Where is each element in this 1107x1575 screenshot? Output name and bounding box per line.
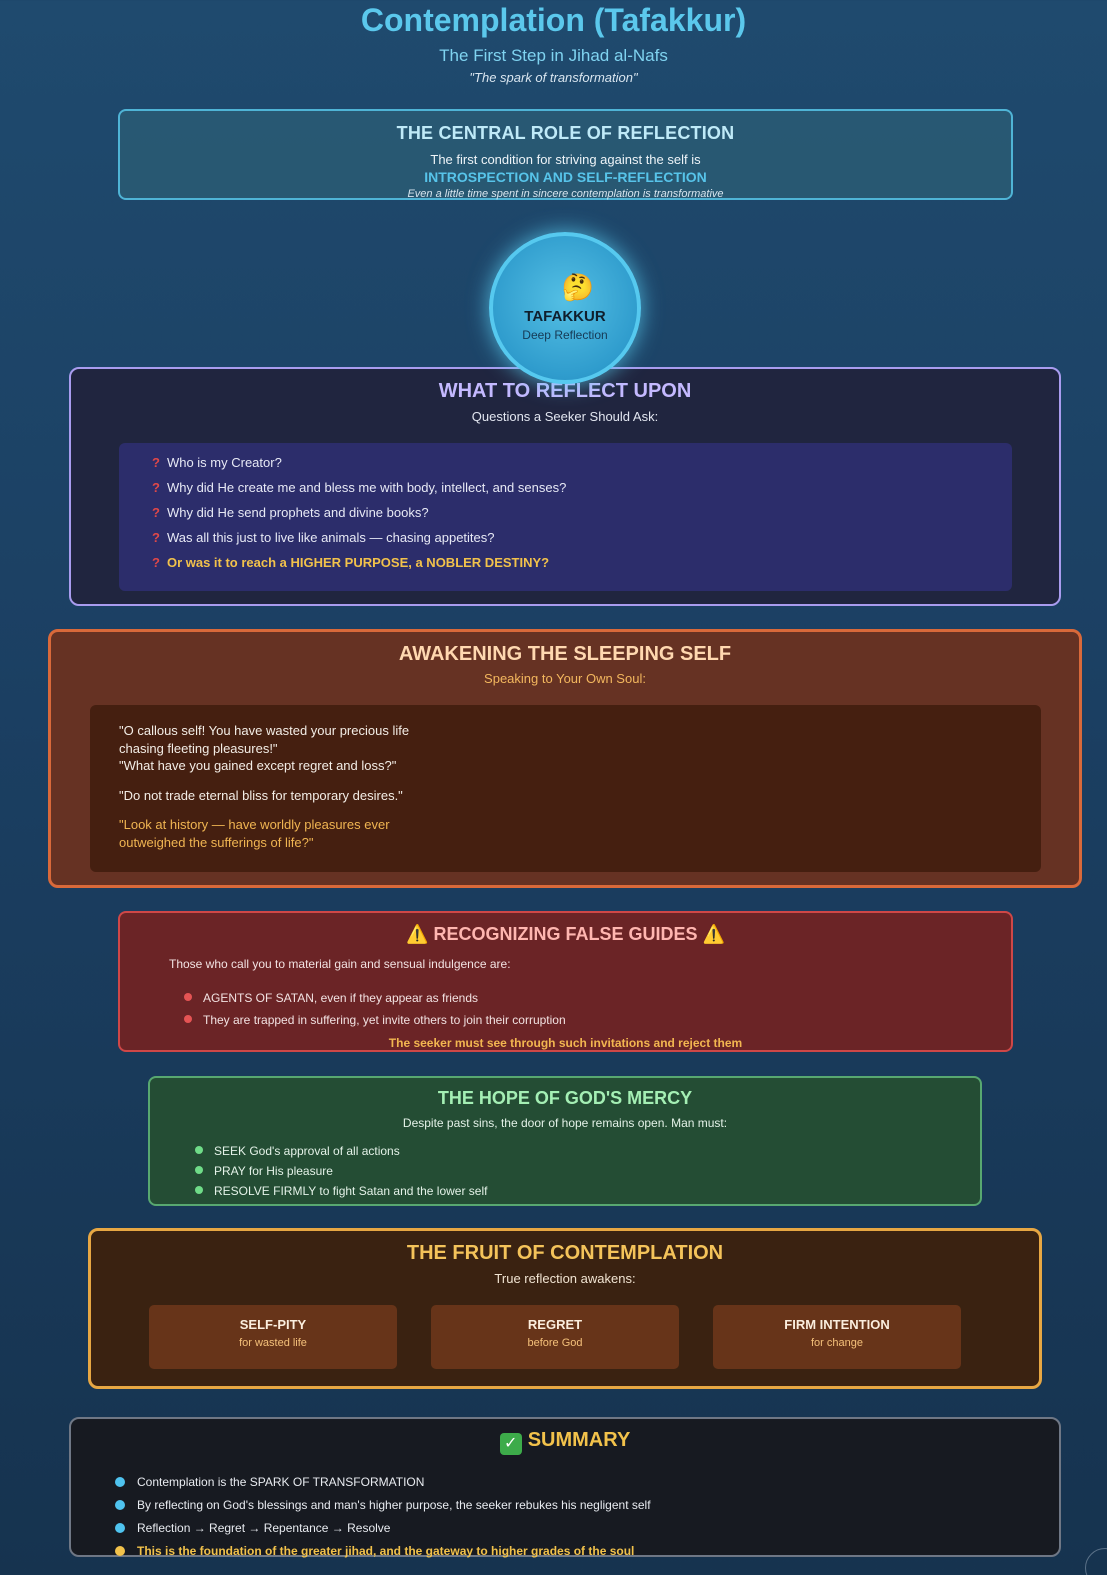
- bullet-dot-icon: [184, 993, 192, 1001]
- bullet-dot-icon: [115, 1500, 125, 1510]
- question-item: ? Why did He send prophets and divine boo…: [152, 505, 429, 520]
- central-role-heading: THE CENTRAL ROLE OF REFLECTION: [396, 123, 735, 143]
- question-list: ? Who is my Creator? ? Why did He create m…: [119, 443, 1012, 591]
- hope-intro: Despite past sins, the door of hope rema…: [402, 1116, 728, 1130]
- bullet-dot-icon: [195, 1146, 203, 1154]
- question-item-highlight: ? Or was it to reach a HIGHER PURPOSE, a …: [152, 555, 550, 570]
- question-mark-icon: ?: [152, 505, 160, 520]
- bullet-dot-icon: [195, 1186, 203, 1194]
- fruit-card-self-pity: SELF-PITY for wasted life: [149, 1305, 397, 1369]
- question-mark-icon: ?: [152, 555, 160, 570]
- thinking-face-icon: 🤔: [561, 272, 595, 302]
- false-guides-intro: Those who call you to material gain and …: [169, 957, 511, 971]
- fruit-card-title: SELF-PITY: [239, 1317, 307, 1332]
- fruit-card-subtitle: for wasted life: [239, 1337, 307, 1349]
- awakening-heading: AWAKENING THE SLEEPING SELF: [398, 643, 732, 665]
- fruit-card-title: REGRET: [527, 1317, 583, 1332]
- false-guides-box: ⚠️ RECOGNIZING FALSE GUIDES ⚠️ Those who…: [118, 911, 1013, 1052]
- false-guides-heading: ⚠️ RECOGNIZING FALSE GUIDES ⚠️: [406, 924, 725, 944]
- awakening-box: AWAKENING THE SLEEPING SELF Speaking to …: [48, 629, 1082, 888]
- soul-quote: "Do not trade eternal bliss for temporar…: [119, 788, 403, 803]
- question-mark-icon: ?: [152, 455, 160, 470]
- fruit-card-title: FIRM INTENTION: [784, 1317, 890, 1332]
- tafakkur-circle: 🤔 TAFAKKUR Deep Reflection: [489, 232, 641, 384]
- page-title: Contemplation (Tafakkur): [360, 2, 747, 38]
- hope-box: THE HOPE OF GOD'S MERCY Despite past sin…: [148, 1076, 982, 1206]
- false-guides-bullet: They are trapped in suffering, yet invit…: [184, 1013, 566, 1027]
- bullet-dot-icon: [115, 1477, 125, 1487]
- question-mark-icon: ?: [152, 480, 160, 495]
- page-subtitle: The First Step in Jihad al-Nafs: [439, 46, 668, 65]
- summary-bullet: Reflection → Regret → Repentance → Resol…: [115, 1521, 390, 1535]
- false-guides-bullet: AGENTS OF SATAN, even if they appear as …: [184, 991, 478, 1005]
- awakening-subheading: Speaking to Your Own Soul:: [484, 671, 646, 686]
- bullet-dot-icon: [195, 1166, 203, 1174]
- summary-bullet: By reflecting on God's blessings and man…: [115, 1498, 651, 1512]
- question-item: ? Was all this just to live like animals …: [152, 530, 495, 545]
- central-role-line1: The first condition for striving against…: [430, 152, 701, 167]
- fruit-card-subtitle: before God: [527, 1337, 583, 1349]
- question-item: ? Who is my Creator?: [152, 455, 282, 470]
- tafakkur-title: TAFAKKUR: [524, 308, 606, 325]
- reflect-heading: WHAT TO REFLECT UPON: [438, 380, 692, 402]
- reflect-subheading: Questions a Seeker Should Ask:: [471, 409, 659, 424]
- hope-bullet: RESOLVE FIRMLY to fight Satan and the lo…: [195, 1184, 487, 1198]
- soul-quote: "O callous self! You have wasted your pr…: [119, 723, 410, 756]
- fruit-subheading: True reflection awakens:: [494, 1271, 636, 1286]
- central-role-highlight: INTROSPECTION AND SELF-REFLECTION: [424, 169, 707, 185]
- hope-bullet: SEEK God's approval of all actions: [195, 1144, 400, 1158]
- summary-bullet: Contemplation is the SPARK OF TRANSFORMA…: [115, 1475, 424, 1489]
- hope-bullet: PRAY for His pleasure: [195, 1164, 333, 1178]
- question-item: ? Why did He create me and bless me with …: [152, 480, 567, 495]
- tafakkur-subtitle: Deep Reflection: [522, 328, 608, 342]
- reflect-box: WHAT TO REFLECT UPON Questions a Seeker …: [69, 367, 1061, 606]
- check-mark-icon: ✓: [499, 1433, 522, 1455]
- bullet-dot-icon: [184, 1015, 192, 1023]
- bullet-dot-icon: [115, 1523, 125, 1533]
- fruit-heading: THE FRUIT OF CONTEMPLATION: [406, 1242, 724, 1264]
- central-role-box: THE CENTRAL ROLE OF REFLECTION The first…: [118, 109, 1013, 200]
- summary-bullet-highlight: This is the foundation of the greater ji…: [115, 1544, 634, 1558]
- summary-box: ✓ SUMMARY Contemplation is the SPARK OF T…: [69, 1417, 1061, 1558]
- central-role-note: Even a little time spent in sincere cont…: [407, 188, 724, 200]
- soul-quotes: "O callous self! You have wasted your pr…: [90, 705, 1041, 872]
- fruit-card-subtitle: for change: [811, 1337, 863, 1349]
- fruit-box: THE FRUIT OF CONTEMPLATION True reflecti…: [88, 1228, 1042, 1389]
- soul-quote: "What have you gained except regret and …: [119, 758, 397, 773]
- fruit-card-firm-intention: FIRM INTENTION for change: [713, 1305, 961, 1369]
- page-tagline: "The spark of transformation": [469, 70, 638, 85]
- hope-heading: THE HOPE OF GOD'S MERCY: [437, 1088, 693, 1108]
- soul-quote-highlight: "Look at history — have worldly pleasure…: [119, 817, 390, 850]
- summary-heading: ✓ SUMMARY: [71, 1429, 1059, 1455]
- question-mark-icon: ?: [152, 530, 160, 545]
- bullet-dot-icon: [115, 1546, 125, 1556]
- false-guides-footer: The seeker must see through such invitat…: [388, 1036, 743, 1050]
- corner-decoration: [1085, 1548, 1107, 1575]
- fruit-card-regret: REGRET before God: [431, 1305, 679, 1369]
